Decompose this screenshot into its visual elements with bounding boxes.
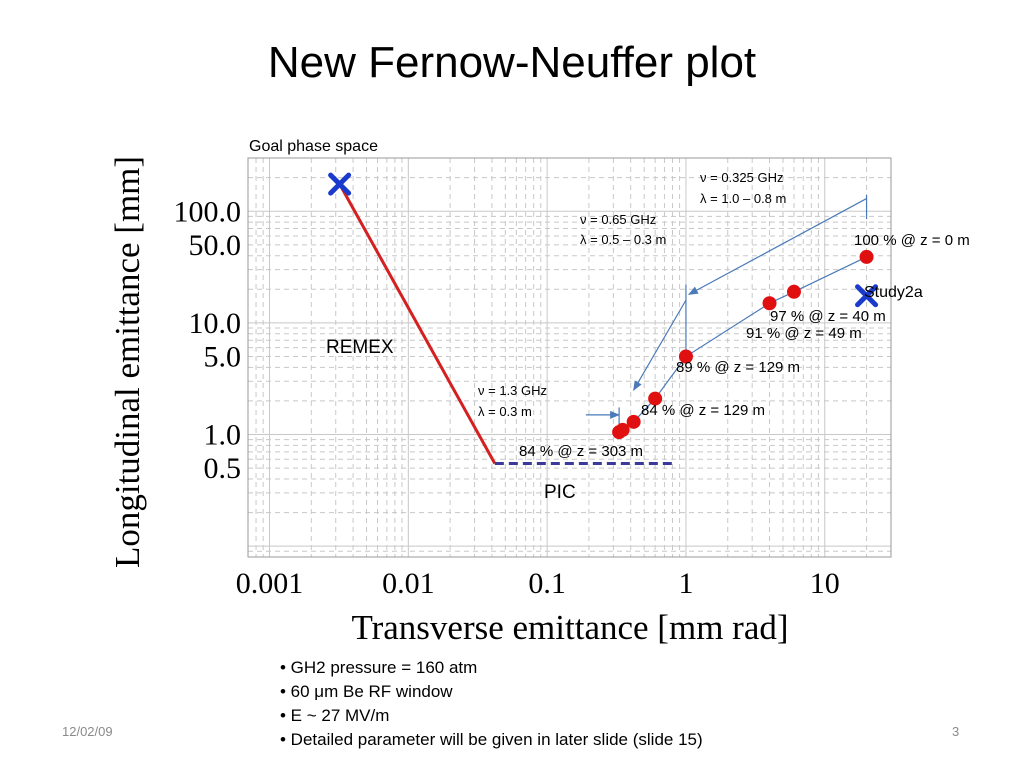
data-point	[626, 414, 641, 429]
y-axis-label: Longitudinal emittance [mm]	[108, 155, 147, 569]
y-tick-label: 5.0	[204, 341, 242, 374]
x-tick-label: 10	[810, 567, 840, 600]
point-100-label: 100 % @ z = 0 m	[854, 232, 970, 249]
bullet-item: • Detailed parameter will be given in la…	[280, 730, 703, 749]
point-91-label: 91 % @ z = 49 m	[746, 325, 862, 342]
x-tick-label: 1	[678, 567, 693, 600]
x-tick-label: 0.01	[382, 567, 435, 600]
data-points	[328, 172, 879, 440]
plot-frame	[247, 157, 892, 558]
bullet-item: • 60 μm Be RF window	[280, 682, 453, 701]
x-marker-stroke	[328, 172, 352, 196]
slide-number: 3	[952, 724, 960, 739]
x-axis-label: Transverse emittance [mm rad]	[351, 608, 789, 647]
x-tick-label: 0.1	[528, 567, 566, 600]
point-84b-label: 84 % @ z = 303 m	[519, 443, 643, 460]
y-tick-label: 0.5	[204, 452, 242, 485]
point-89-label: 89 % @ z = 129 m	[676, 359, 800, 376]
freq-13-label: ν = 1.3 GHz	[478, 383, 547, 398]
footer-date: 12/02/09	[62, 724, 113, 739]
bullet-item: • GH2 pressure = 160 atm	[280, 658, 478, 677]
data-point	[859, 249, 874, 264]
x-marker	[328, 172, 352, 196]
pic-label: PIC	[544, 482, 576, 503]
bullet-item: • E ~ 27 MV/m	[280, 706, 390, 725]
freq-0325-label: ν = 0.325 GHz	[700, 170, 783, 185]
data-point	[615, 422, 630, 437]
bullet-list: • GH2 pressure = 160 atm • 60 μm Be RF w…	[280, 656, 703, 752]
lambda-1008-label: λ = 1.0 – 0.8 m	[700, 191, 786, 206]
tick-labels: 0.001 0.01 0.1 1 10 100.050.0 10.05.0 1.00.5	[174, 195, 840, 600]
y-tick-label: 50.0	[189, 229, 242, 262]
x-marker	[855, 284, 879, 308]
x-marker-stroke	[855, 284, 879, 308]
point-84a-label: 84 % @ z = 129 m	[641, 402, 765, 419]
x-tick-label: 0.001	[236, 567, 304, 600]
bracket-arrow	[633, 299, 687, 391]
data-point	[786, 284, 801, 299]
remex-label: REMEX	[326, 337, 394, 358]
bracket-arrow	[688, 198, 867, 295]
data-point	[678, 349, 693, 364]
lambda-03-label: λ = 0.3 m	[478, 404, 532, 419]
y-tick-label: 10.0	[189, 307, 242, 340]
study2a-label: Study2a	[864, 284, 923, 301]
lambda-0503-label: λ = 0.5 – 0.3 m	[580, 232, 666, 247]
freq-065-label: ν = 0.65 GHz	[580, 212, 656, 227]
data-point	[648, 391, 663, 406]
goal-label: Goal phase space	[249, 138, 378, 155]
y-tick-label: 1.0	[204, 419, 242, 452]
remex-line	[338, 183, 497, 465]
point-97-label: 97 % @ z = 40 m	[770, 308, 886, 325]
slide-title: New Fernow-Neuffer plot	[267, 38, 757, 87]
grid	[247, 157, 892, 558]
y-tick-label: 100.0	[174, 195, 242, 228]
data-point	[762, 296, 777, 311]
